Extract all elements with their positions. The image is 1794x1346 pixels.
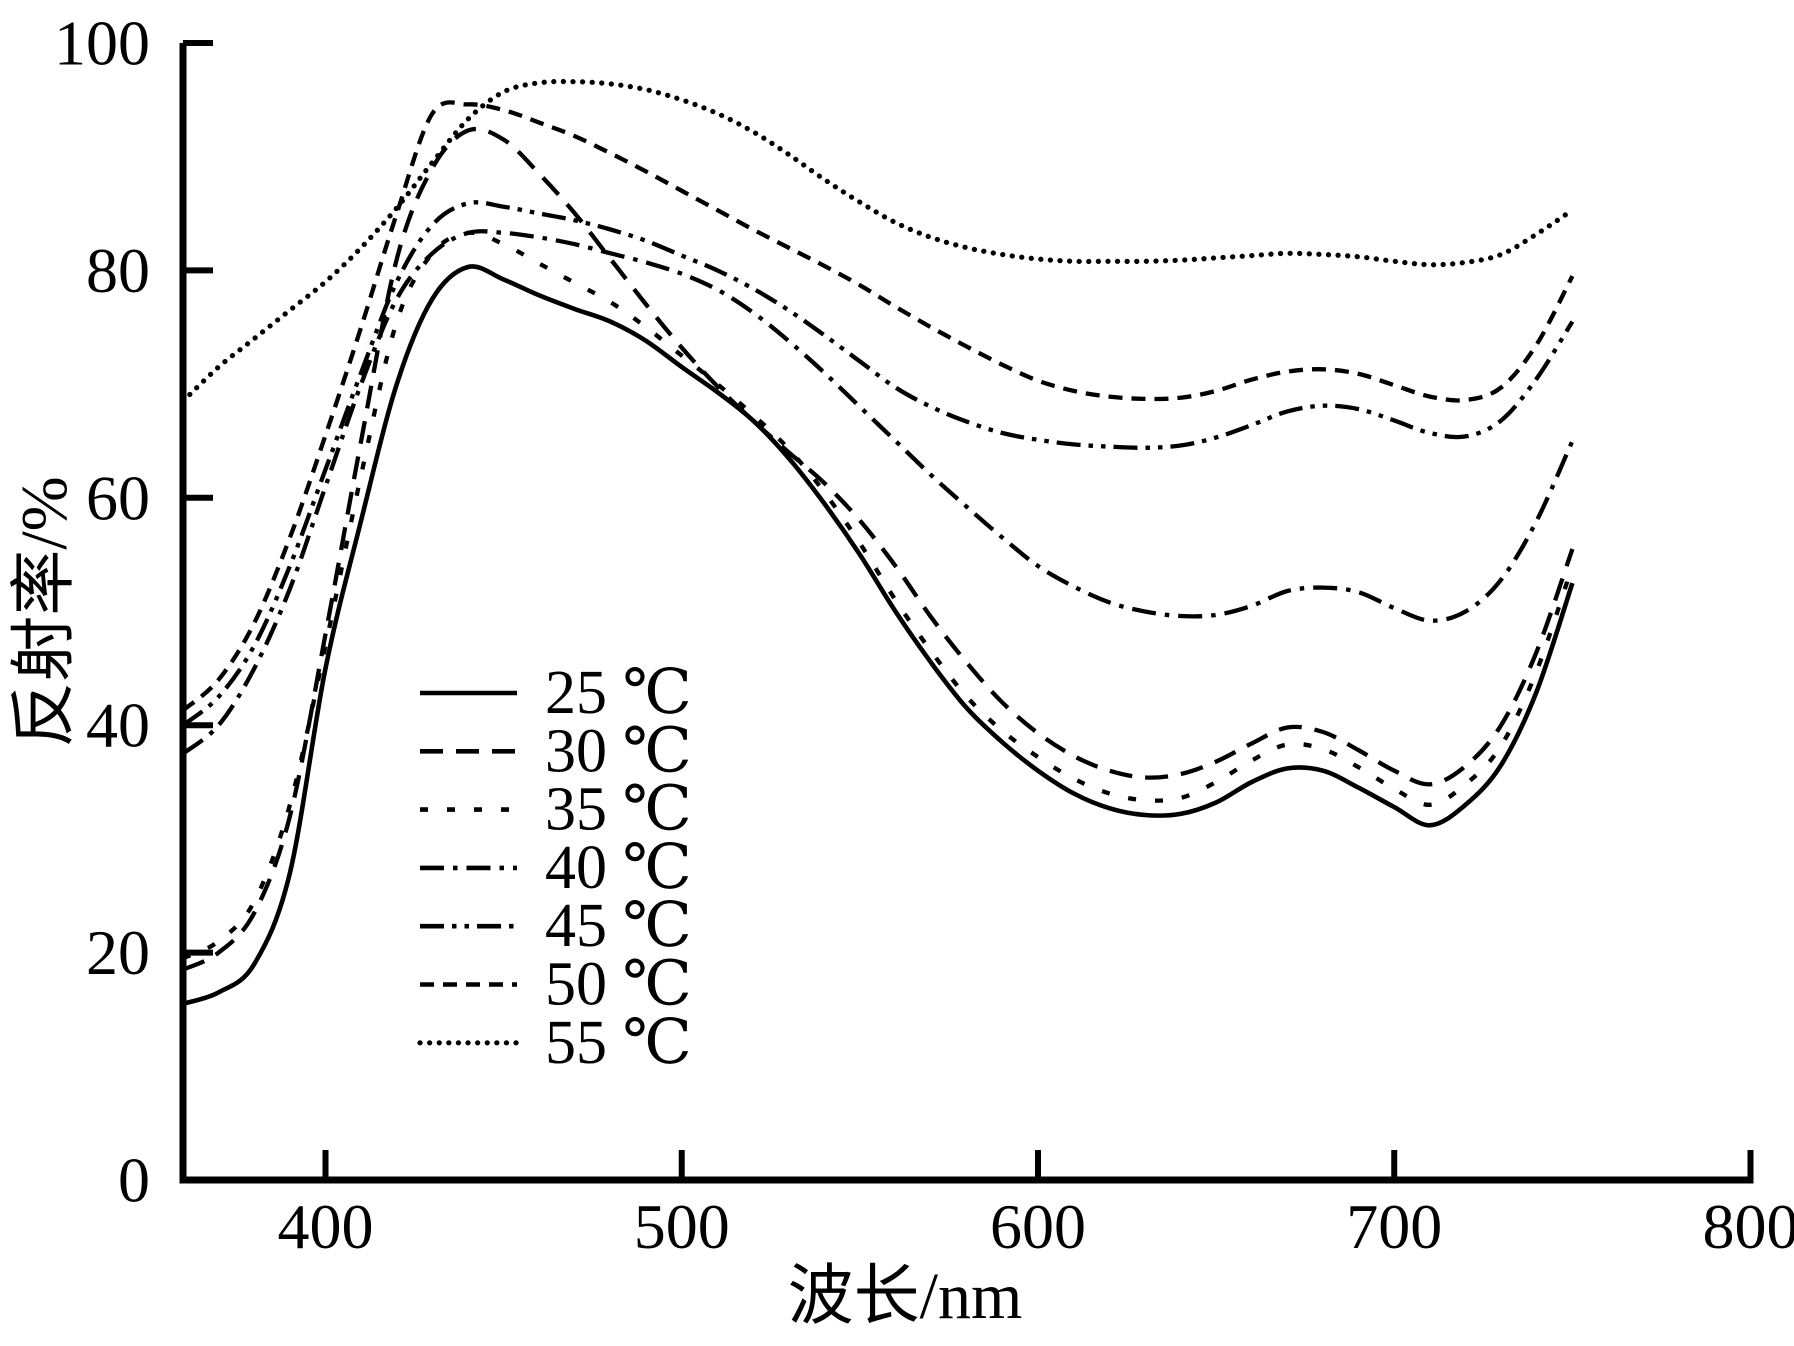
legend-label: 50 ℃: [545, 951, 692, 1019]
y-tick-label: 20: [86, 917, 150, 988]
axis-lines: [179, 43, 1754, 1184]
x-tick-label: 700: [1346, 1191, 1442, 1262]
y-tick-label: 0: [118, 1145, 150, 1216]
legend-item: 50 ℃: [420, 951, 692, 1019]
y-tick-label: 100: [54, 8, 150, 79]
legend-item: 40 ℃: [420, 834, 692, 902]
y-tick-label: 80: [86, 235, 150, 306]
legend-label: 55 ℃: [545, 1009, 692, 1077]
y-tick-labels: 0 20 40 60 80 100: [54, 8, 150, 1216]
legend-label: 45 ℃: [545, 892, 692, 960]
curve-55c: [180, 78, 1575, 404]
legend-item: 55 ℃: [417, 1009, 692, 1077]
curve-30c: [182, 126, 1575, 972]
axes: [179, 40, 1754, 1184]
y-tick-label: 60: [86, 462, 150, 533]
x-tick-label: 600: [990, 1191, 1086, 1262]
legend: 25 ℃30 ℃35 ℃40 ℃45 ℃50 ℃55 ℃: [417, 659, 692, 1077]
curve-50c: [181, 100, 1575, 713]
x-tick-label: 400: [278, 1191, 374, 1262]
curves: [180, 78, 1575, 1007]
legend-item: 30 ℃: [420, 717, 692, 785]
curve-40c: [181, 229, 1575, 756]
legend-label: 40 ℃: [545, 834, 692, 902]
x-axis-title: 波长/nm: [788, 1260, 1023, 1333]
x-tick-label: 800: [1703, 1191, 1794, 1262]
y-axis-title: 反射率/%: [8, 476, 81, 747]
curve-25c: [182, 264, 1575, 1007]
y-tick-label: 40: [86, 690, 150, 761]
legend-item: 45 ℃: [420, 892, 692, 960]
x-tick-label: 500: [634, 1191, 730, 1262]
legend-label: 35 ℃: [545, 776, 692, 844]
x-tick-labels: 400 500 600 700 800: [278, 1191, 1794, 1262]
legend-label: 25 ℃: [545, 659, 692, 727]
legend-item: 25 ℃: [420, 659, 692, 727]
legend-label: 30 ℃: [545, 717, 692, 785]
legend-item: 35 ℃: [420, 776, 692, 844]
curve-45c: [181, 200, 1575, 727]
